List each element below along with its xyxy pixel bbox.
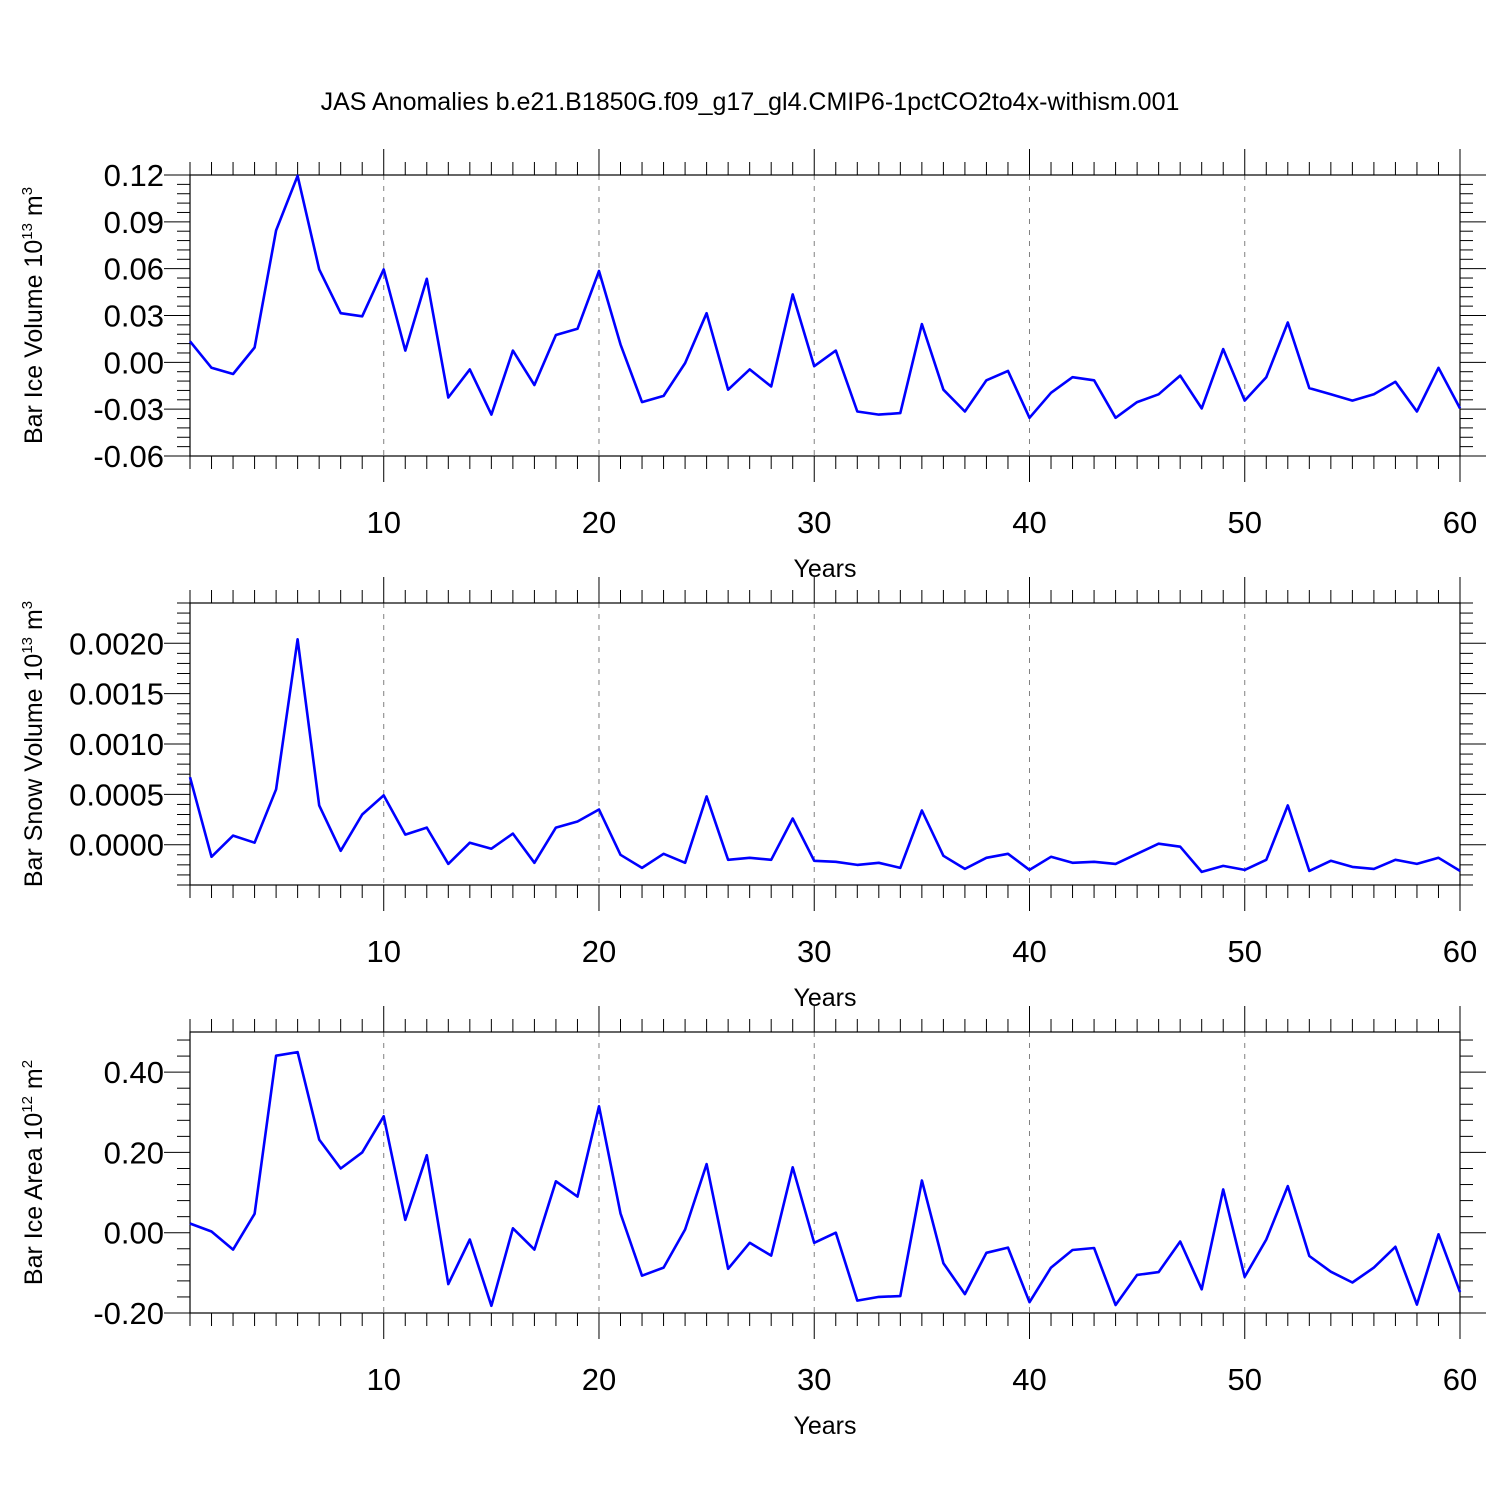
y-tick-label: 0.20	[104, 1135, 164, 1170]
x-tick-label: 10	[366, 934, 400, 969]
series-line	[189, 1050, 1462, 1308]
y-tick-label: -0.20	[93, 1296, 164, 1331]
plot-frame	[189, 602, 1461, 886]
x-axis-label: Years	[793, 1412, 856, 1440]
x-tick-label: 20	[582, 934, 616, 969]
y-tick-label: 0.03	[104, 299, 164, 334]
y-tick-label: 0.0000	[69, 828, 164, 863]
series-line	[188, 637, 1461, 874]
y-tick-label: -0.06	[93, 439, 164, 474]
y-tick-label: 0.12	[104, 158, 164, 193]
x-tick-label: 40	[1012, 505, 1046, 540]
y-axis-label: Bar Snow Volume 1013 m3	[19, 601, 48, 887]
x-tick-label: 60	[1443, 934, 1477, 969]
plot-frame	[189, 174, 1461, 457]
panel-3: 10 20 30 40 50 60 -0.20 0.00 0.20 0.40 Years Bar Ic…	[19, 1006, 1486, 1440]
x-tick-label: 30	[797, 1362, 831, 1397]
x-tick-label: 40	[1012, 1362, 1046, 1397]
x-tick-label: 50	[1228, 1362, 1262, 1397]
panels: 10 20 30 40 50 60 -0.06 -0.03 0.00 0.03 0.06 0.09 0.…	[19, 149, 1486, 1440]
x-tick-label: 10	[366, 505, 400, 540]
x-tick-label: 30	[797, 505, 831, 540]
y-tick-label: 0.09	[104, 205, 164, 240]
panel-2: 10 20 30 40 50 60 0.0000 0.0005 0.0010 0.0015 0.00…	[19, 577, 1486, 1012]
y-axis-label: Bar Ice Area 1012 m2	[19, 1060, 48, 1285]
x-tick-label: 50	[1228, 505, 1262, 540]
y-tick-label: 0.40	[104, 1055, 164, 1090]
x-tick-label: 60	[1443, 1362, 1477, 1397]
x-tick-label: 30	[797, 934, 831, 969]
y-axis-label: Bar Ice Volume 1013 m3	[19, 187, 48, 444]
y-tick-label: 0.0005	[69, 777, 164, 812]
x-tick-label: 20	[582, 505, 616, 540]
x-axis-label: Years	[793, 555, 856, 583]
y-tick-label: -0.03	[93, 392, 164, 427]
x-tick-label: 50	[1228, 934, 1262, 969]
x-tick-label: 40	[1012, 934, 1046, 969]
panel-1: 10 20 30 40 50 60 -0.06 -0.03 0.00 0.03 0.06 0.09 0.…	[19, 149, 1486, 583]
y-tick-label: 0.00	[104, 345, 164, 380]
y-tick-label: 0.0015	[69, 677, 164, 712]
x-axis-label: Years	[793, 984, 856, 1012]
x-tick-label: 20	[582, 1362, 616, 1397]
y-tick-label: 0.06	[104, 252, 164, 287]
x-tick-label: 60	[1443, 505, 1477, 540]
y-tick-label: 0.0020	[69, 626, 164, 661]
chart-title: JAS Anomalies b.e21.B1850G.f09_g17_gl4.C…	[321, 88, 1180, 116]
y-tick-label: 0.0010	[69, 727, 164, 762]
y-tick-label: 0.00	[104, 1216, 164, 1251]
x-tick-label: 10	[366, 1362, 400, 1397]
plot-frame	[189, 1031, 1461, 1314]
series-line	[188, 174, 1462, 420]
